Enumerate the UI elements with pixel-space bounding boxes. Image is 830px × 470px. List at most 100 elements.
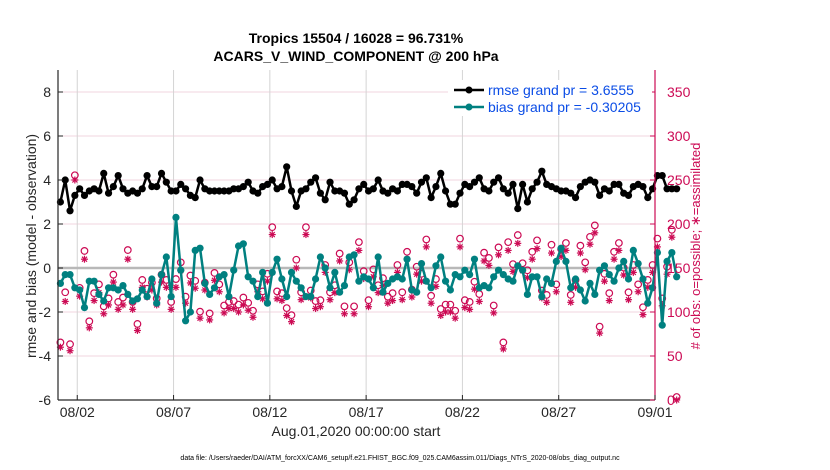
rmse-point <box>451 200 459 208</box>
obs-possible-marker <box>403 247 411 256</box>
y-tick-label: 2 <box>43 216 51 232</box>
rmse-point <box>355 185 363 193</box>
obs-assimilated-marker <box>61 297 69 305</box>
obs-assimilated-marker <box>639 311 647 319</box>
obs-possible-marker <box>292 255 301 264</box>
obs-possible-marker <box>138 276 147 284</box>
bias-point <box>634 260 642 268</box>
y-tick-label: 8 <box>43 84 51 100</box>
bias-point <box>244 273 252 281</box>
bias-point <box>167 293 175 301</box>
bias-point <box>413 288 421 296</box>
bias-point <box>273 255 281 263</box>
obs-assimilated-marker <box>80 255 88 263</box>
bias-point <box>533 273 541 281</box>
rmse-point <box>470 178 479 186</box>
rmse-point <box>283 163 291 171</box>
bias-point <box>620 257 628 265</box>
obs-assimilated-marker <box>316 303 324 311</box>
rmse-point <box>326 178 334 186</box>
bias-point <box>177 266 185 274</box>
x-tick-label: 09/01 <box>637 404 672 420</box>
rmse-point <box>499 185 507 193</box>
legend-bias-marker-icon <box>465 103 473 111</box>
bias-point <box>379 288 387 296</box>
obs-possible-marker <box>123 246 132 254</box>
obs-assimilated-marker <box>466 305 474 313</box>
bias-point <box>562 257 570 265</box>
bias-point <box>90 277 98 285</box>
rmse-point <box>345 200 353 208</box>
obs-possible-marker <box>398 288 407 297</box>
rmse-point <box>254 189 262 197</box>
obs-assimilated-marker <box>442 308 450 316</box>
obs-assimilated-marker <box>596 329 604 337</box>
rmse-point <box>100 169 108 177</box>
bias-point <box>254 293 262 301</box>
y2-tick-label: 200 <box>667 216 691 232</box>
y-tick-label: 4 <box>43 172 51 188</box>
rmse-point <box>509 180 517 188</box>
obs-assimilated-marker <box>288 318 296 326</box>
obs-assimilated-marker <box>485 261 493 269</box>
obs-possible-marker <box>282 304 291 313</box>
bias-point <box>490 273 498 281</box>
rmse-point <box>596 191 604 199</box>
rmse-series <box>56 163 681 215</box>
rmse-point <box>528 185 536 193</box>
bias-point <box>571 275 580 283</box>
rmse-point <box>673 185 681 193</box>
rmse-point <box>239 183 247 191</box>
obs-assimilated-marker <box>398 296 406 304</box>
rmse-point <box>417 178 426 186</box>
rmse-point <box>292 202 300 210</box>
obs-assimilated-marker <box>490 309 498 317</box>
obs-assimilated-marker <box>427 299 435 307</box>
bias-point <box>519 266 527 274</box>
obs-possible-marker <box>614 239 623 247</box>
x-tick-label: 08/22 <box>445 404 480 420</box>
obs-assimilated-marker <box>355 246 363 254</box>
rmse-point <box>369 185 377 193</box>
obs-assimilated-marker <box>133 326 141 334</box>
bias-point <box>196 244 204 252</box>
bias-point <box>629 246 637 254</box>
bias-point <box>292 277 300 285</box>
obs-possible-marker <box>393 261 402 269</box>
obs-assimilated-marker <box>249 313 257 321</box>
obs-assimilated-marker <box>283 312 291 320</box>
bias-point <box>596 266 604 274</box>
rmse-point <box>119 185 127 193</box>
rmse-point <box>494 174 503 182</box>
bias-point <box>239 240 247 248</box>
obs-assimilated-marker <box>514 239 522 247</box>
rmse-point <box>519 180 527 188</box>
bias-point <box>600 262 609 270</box>
rmse-point <box>422 174 430 182</box>
obs-possible-marker <box>639 303 647 312</box>
bias-point <box>220 271 228 279</box>
bias-point <box>446 286 454 294</box>
bias-point <box>230 266 238 274</box>
obs-possible-marker <box>658 294 667 303</box>
rmse-point <box>263 180 272 188</box>
bias-point <box>644 299 652 307</box>
obs-assimilated-marker <box>408 293 416 301</box>
obs-assimilated-marker <box>495 251 503 259</box>
bias-point <box>422 277 430 285</box>
bias-point <box>557 244 565 252</box>
bias-point <box>538 293 546 301</box>
bias-point <box>466 271 474 279</box>
obs-possible-marker <box>562 239 570 247</box>
obs-assimilated-marker <box>66 347 74 355</box>
obs-possible-marker <box>528 247 537 256</box>
obs-assimilated-marker <box>167 305 175 313</box>
obs-assimilated-marker <box>629 268 637 276</box>
rmse-point <box>413 189 421 197</box>
x-tick-label: 08/27 <box>541 404 576 420</box>
bias-point <box>278 275 286 283</box>
bias-point <box>181 317 190 325</box>
